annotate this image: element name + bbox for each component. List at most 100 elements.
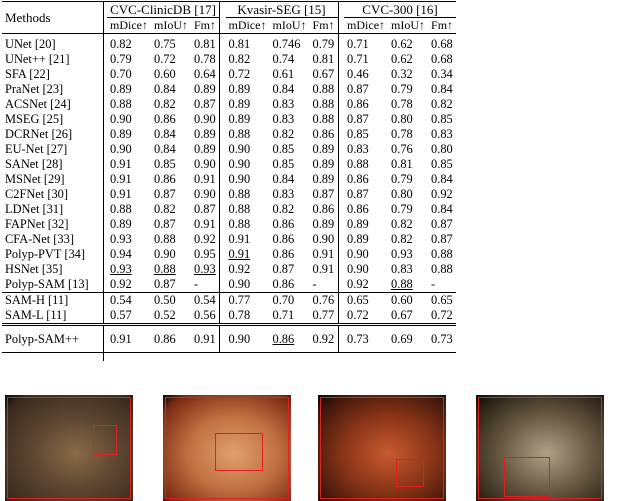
metric-value: 0.88: [391, 277, 413, 291]
metric-value: 0.86: [312, 202, 335, 216]
metric-value: 0.76: [391, 142, 413, 156]
method-name: SFA [22]: [5, 67, 50, 81]
metric-value: 0.90: [228, 172, 251, 186]
metric-value: 0.67: [388, 308, 429, 325]
metric-header: Fm↑: [431, 18, 454, 32]
table-row: DCRNet [26] 0.89 0.84 0.89 0.88 0.82 0.86 0.85 0…: [2, 127, 456, 142]
metric-value: 0.54: [191, 292, 220, 308]
metric-value: 0.89: [110, 127, 132, 141]
method-name: PraNet [23]: [5, 82, 64, 96]
metric-value: 0.89: [312, 172, 335, 186]
method-name: MSEG [25]: [5, 112, 64, 126]
metric-value: 0.67: [312, 67, 335, 81]
metric-header: mIoU↑: [154, 18, 188, 32]
metric-value: 0.87: [194, 202, 216, 216]
metric-value: 0.68: [431, 52, 453, 66]
metric-value: 0.88: [312, 97, 335, 111]
metric-value: 0.83: [391, 262, 413, 276]
metric-value: 0.65: [344, 292, 389, 308]
metric-value: 0.84: [431, 202, 453, 216]
metric-header: mIoU↑: [272, 18, 307, 32]
metric-value: 0.84: [272, 82, 295, 96]
polyp-image-4: [476, 395, 604, 501]
metric-value: 0.79: [391, 202, 413, 216]
metric-value: 0.78: [391, 97, 413, 111]
metric-value: 0.60: [154, 67, 176, 81]
metric-value: 0.88: [154, 262, 176, 276]
metric-value: 0.86: [154, 172, 176, 186]
metric-value: 0.90: [228, 157, 251, 171]
metric-value: 0.81: [225, 33, 270, 52]
metric-value: 0.89: [194, 142, 216, 156]
metric-value: 0.77: [309, 308, 339, 325]
metric-value: 0.65: [428, 292, 457, 308]
metric-value: 0.46: [347, 67, 369, 81]
metric-value: 0.88: [110, 97, 132, 111]
metric-value: -: [312, 277, 317, 291]
table-row: LDNet [31] 0.88 0.82 0.87 0.88 0.82 0.86 0.86 0.…: [2, 202, 456, 217]
metric-value: 0.82: [391, 232, 413, 246]
metric-value: 0.92: [228, 262, 251, 276]
metric-value: 0.80: [431, 142, 453, 156]
metric-value: 0.92: [110, 277, 132, 291]
metric-value: 0.86: [347, 97, 369, 111]
metric-value: 0.90: [228, 277, 251, 291]
method-name: SAM-H [11]: [2, 292, 104, 308]
method-name: UNet++ [21]: [5, 52, 70, 66]
table-row: UNet++ [21] 0.79 0.72 0.78 0.82 0.74 0.81 0.71 0…: [2, 52, 456, 67]
dataset-header-clinicdb: CVC-ClinicDB [17]: [107, 1, 220, 18]
metric-value: 0.85: [272, 157, 295, 171]
table-row: SFA [22] 0.70 0.60 0.64 0.72 0.61 0.67 0.46 0.32…: [2, 67, 456, 82]
metric-value: 0.88: [110, 202, 132, 216]
metric-value: 0.84: [154, 127, 176, 141]
metric-value: 0.91: [312, 247, 335, 261]
metric-value: 0.89: [228, 82, 251, 96]
metric-value: 0.89: [312, 157, 335, 171]
metric-value: 0.77: [225, 292, 270, 308]
metric-value: 0.75: [151, 33, 191, 52]
metric-value: 0.85: [347, 127, 369, 141]
dataset-header-kvasir: Kvasir-SEG [15]: [225, 1, 339, 18]
metric-value: 0.78: [194, 52, 216, 66]
table-row: Polyp-PVT [34] 0.94 0.90 0.95 0.91 0.86 0.91 0.…: [2, 247, 456, 262]
metric-value: 0.76: [309, 292, 339, 308]
metric-value: 0.78: [391, 127, 413, 141]
metric-value: 0.85: [272, 142, 295, 156]
metric-value: 0.84: [272, 172, 295, 186]
metric-value: 0.93: [110, 232, 132, 246]
metric-value: 0.89: [347, 232, 369, 246]
metric-value: 0.90: [154, 247, 176, 261]
metric-value: 0.57: [107, 308, 151, 325]
method-name: DCRNet [26]: [5, 127, 73, 141]
metric-value: 0.85: [431, 112, 453, 126]
metric-value: 0.82: [154, 97, 176, 111]
metric-value: 0.86: [347, 172, 369, 186]
metric-value: 0.91: [107, 323, 151, 353]
metric-value: 0.90: [347, 262, 369, 276]
metric-value: 0.70: [269, 292, 310, 308]
metric-value: 0.87: [347, 187, 369, 201]
table-row: SANet [28] 0.91 0.85 0.90 0.90 0.85 0.89 0.88 0.…: [2, 157, 456, 172]
metric-value: 0.73: [344, 323, 389, 353]
metric-value: 0.56: [191, 308, 220, 325]
table-row: ACSNet [24] 0.88 0.82 0.87 0.89 0.83 0.88 0.86 0…: [2, 97, 456, 112]
metric-value: 0.89: [312, 142, 335, 156]
metric-value: 0.60: [388, 292, 429, 308]
metric-value: 0.87: [347, 82, 369, 96]
metric-value: 0.88: [154, 232, 176, 246]
metric-value: 0.87: [272, 262, 295, 276]
metric-value: 0.94: [110, 247, 132, 261]
metric-value: 0.81: [191, 33, 220, 52]
table-row: HSNet [35] 0.93 0.88 0.93 0.92 0.87 0.91 0.90 0.…: [2, 262, 456, 277]
metric-value: 0.62: [391, 52, 413, 66]
metric-value: 0.83: [431, 127, 453, 141]
metric-value: 0.69: [388, 323, 429, 353]
table-row: FAPNet [32] 0.89 0.87 0.91 0.88 0.86 0.89 0.89 0…: [2, 217, 456, 232]
method-name: CFA-Net [33]: [5, 232, 74, 246]
polyp-image-3: [318, 395, 446, 501]
metric-value: 0.91: [228, 232, 251, 246]
metric-header: mDice↑: [347, 18, 386, 32]
metric-value: 0.90: [347, 247, 369, 261]
metric-value: 0.82: [431, 97, 453, 111]
metric-value: 0.86: [272, 277, 295, 291]
